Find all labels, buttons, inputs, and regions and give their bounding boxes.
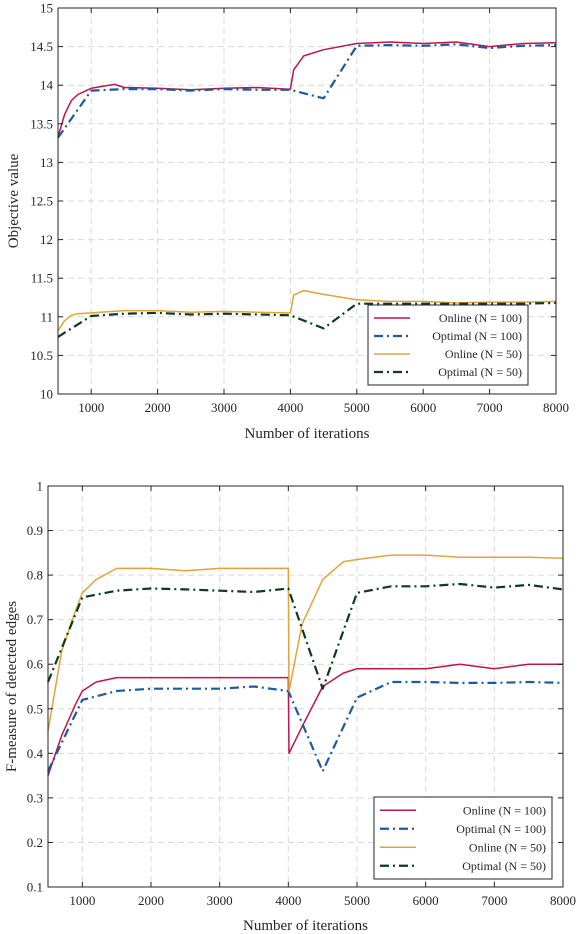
x-tick-label: 2000 — [145, 400, 171, 415]
y-tick-label: 0.9 — [27, 523, 43, 538]
series-line-3 — [57, 289, 557, 332]
series-line-1 — [57, 41, 557, 138]
legend: Online (N = 100) Optimal (N = 100) Online … — [373, 796, 553, 880]
series-line-3 — [47, 554, 564, 732]
y-tick-label: 0.2 — [27, 835, 43, 850]
x-tick-label: 8000 — [550, 893, 576, 908]
x-tick-label: 3000 — [211, 400, 237, 415]
x-tick-label: 5000 — [344, 893, 370, 908]
x-tick-label: 3000 — [207, 893, 233, 908]
x-tick-label: 5000 — [344, 400, 370, 415]
y-tick-label: 12.5 — [30, 194, 53, 209]
y-tick-label: 11.5 — [31, 271, 53, 286]
x-axis-label: Number of iterations — [245, 426, 370, 442]
y-axis-label: Objective value — [6, 153, 22, 248]
legend-label-2: Optimal (N = 100) — [432, 329, 522, 343]
y-tick-label: 14.5 — [30, 39, 53, 54]
y-tick-label: 10 — [40, 387, 53, 402]
legend-label-3: Online (N = 50) — [445, 347, 522, 361]
series-line-2 — [57, 43, 557, 139]
x-tick-label: 7000 — [481, 893, 507, 908]
x-tick-label: 6000 — [413, 893, 439, 908]
x-axis-label: Number of iterations — [243, 918, 368, 934]
y-tick-label: 11 — [40, 309, 53, 324]
x-tick-label: 1000 — [78, 400, 104, 415]
y-tick-label: 0.7 — [27, 612, 44, 627]
legend-label-4: Optimal (N = 50) — [462, 859, 546, 873]
y-tick-label: 12 — [40, 232, 53, 247]
y-tick-label: 0.3 — [27, 790, 43, 805]
y-tick-label: 0.1 — [27, 880, 43, 895]
series-line-4 — [57, 301, 557, 338]
x-tick-label: 4000 — [275, 893, 301, 908]
legend-label-4: Optimal (N = 50) — [438, 365, 522, 379]
y-tick-label: 15 — [40, 1, 53, 16]
x-tick-label: 7000 — [477, 400, 503, 415]
x-tick-label: 2000 — [138, 893, 164, 908]
y-tick-label: 13.5 — [30, 116, 53, 131]
plot-frame — [47, 485, 564, 888]
legend: Online (N = 100) Optimal (N = 100) Online … — [367, 304, 529, 386]
x-tick-label: 1000 — [69, 893, 95, 908]
x-tick-label: 4000 — [277, 400, 303, 415]
legend-label-1: Online (N = 100) — [439, 311, 522, 325]
series-line-1 — [47, 663, 563, 776]
series-line-2 — [47, 680, 564, 773]
y-tick-label: 14 — [40, 78, 54, 93]
y-tick-label: 10.5 — [30, 348, 53, 363]
legend-label-1: Online (N = 100) — [463, 803, 546, 817]
y-tick-label: 13 — [40, 155, 53, 170]
x-tick-label: 8000 — [543, 400, 569, 415]
legend-label-3: Online (N = 50) — [469, 840, 546, 854]
y-tick-label: 0.5 — [27, 701, 43, 716]
chart-2: 1000 2000 3000 4000 5000 6000 7000 8000 0.1 0.2 0.… — [4, 479, 576, 934]
x-tick-label: 6000 — [410, 400, 436, 415]
y-tick-label: 1 — [37, 479, 44, 494]
y-axis-label: F-measure of detected edges — [4, 601, 20, 772]
chart-1: 1000 2000 3000 4000 5000 6000 7000 8000 10 10.5 11… — [6, 1, 569, 443]
y-tick-label: 0.8 — [27, 568, 43, 583]
legend-label-2: Optimal (N = 100) — [456, 822, 546, 836]
series-line-4 — [46, 582, 564, 690]
y-tick-label: 0.4 — [27, 746, 44, 761]
y-tick-label: 0.6 — [27, 657, 44, 672]
